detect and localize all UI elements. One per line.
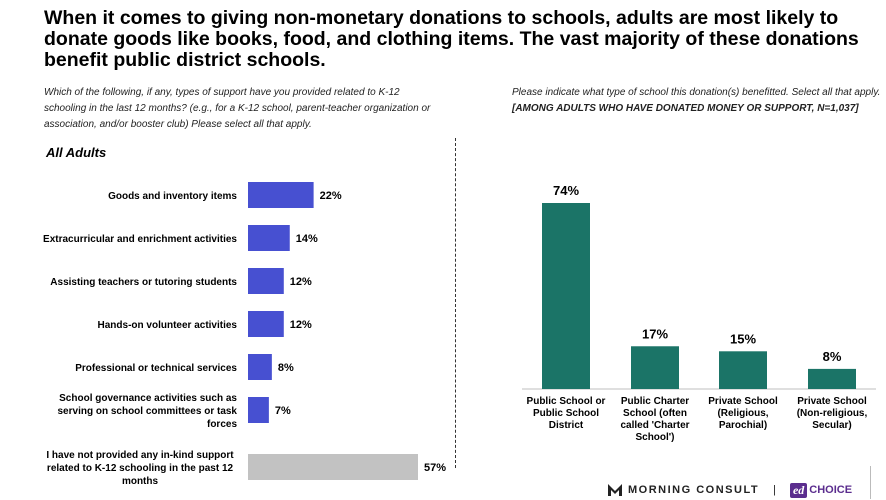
right-category-label: (Religious, <box>717 408 768 419</box>
footer-separator: | <box>773 484 776 496</box>
right-category-label: Secular) <box>812 420 851 431</box>
left-category-label: Goods and inventory items <box>108 191 237 202</box>
right-bar <box>631 346 679 389</box>
right-bar <box>542 203 590 389</box>
left-value-label: 8% <box>278 362 294 374</box>
right-value-label: 74% <box>553 183 579 198</box>
right-question: Please indicate what type of school this… <box>512 85 884 117</box>
right-category-label: Public School or <box>527 396 606 407</box>
right-value-label: 15% <box>730 331 756 346</box>
left-category-label: Extracurricular and enrichment activitie… <box>43 234 237 245</box>
left-value-label: 14% <box>296 233 318 245</box>
left-category-label: I have not provided any in-kind support <box>46 450 234 461</box>
page-title: When it comes to giving non-monetary don… <box>44 7 859 71</box>
left-category-label: serving on school committees or task <box>58 406 238 417</box>
left-category-label: related to K-12 schooling in the past 12 <box>47 463 234 474</box>
left-category-label: Professional or technical services <box>75 363 237 374</box>
left-category-label: forces <box>207 419 237 430</box>
left-value-label: 22% <box>320 190 342 202</box>
right-category-label: Public School <box>533 408 599 419</box>
edchoice-logo-icon: ed <box>789 482 808 498</box>
footer: MORNING CONSULT | ed CHOICE <box>608 480 852 500</box>
morning-consult-logo-icon <box>608 484 622 496</box>
right-category-label: District <box>549 420 584 431</box>
right-question-note: [AMONG ADULTS WHO HAVE DONATED MONEY OR … <box>512 103 859 114</box>
left-bar <box>248 268 284 294</box>
right-category-label: Public Charter <box>621 396 689 407</box>
left-bar <box>248 182 314 208</box>
side-rule <box>870 466 871 499</box>
footer-brand: MORNING CONSULT <box>628 484 760 496</box>
left-bar <box>248 354 272 380</box>
left-bar <box>248 311 284 337</box>
left-bar <box>248 454 418 480</box>
right-bar <box>719 351 767 389</box>
chart-divider <box>455 138 456 468</box>
left-question: Which of the following, if any, types of… <box>44 87 431 130</box>
right-bar <box>808 368 856 389</box>
footer-partner: CHOICE <box>809 484 853 496</box>
right-category-label: School') <box>635 432 674 443</box>
right-category-label: School (often <box>623 408 687 419</box>
left-bar <box>248 397 269 423</box>
left-value-label: 12% <box>290 319 312 331</box>
right-category-label: Parochial) <box>719 420 767 431</box>
left-value-label: 12% <box>290 276 312 288</box>
left-chart-subhead: All Adults <box>46 145 107 160</box>
left-bar <box>248 225 290 251</box>
right-question-text: Please indicate what type of school this… <box>512 87 881 98</box>
right-category-label: Private School <box>708 396 778 407</box>
left-category-label: months <box>122 476 159 487</box>
right-category-label: (Non-religious, <box>797 408 868 419</box>
left-value-label: 57% <box>424 462 446 474</box>
right-category-label: Private School <box>797 396 867 407</box>
right-value-label: 17% <box>642 326 668 341</box>
left-category-label: Assisting teachers or tutoring students <box>50 277 237 288</box>
right-value-label: 8% <box>823 349 842 364</box>
right-category-label: called 'Charter <box>620 420 689 431</box>
left-category-label: School governance activities such as <box>59 393 237 404</box>
left-category-label: Hands-on volunteer activities <box>98 320 238 331</box>
left-value-label: 7% <box>275 405 291 417</box>
